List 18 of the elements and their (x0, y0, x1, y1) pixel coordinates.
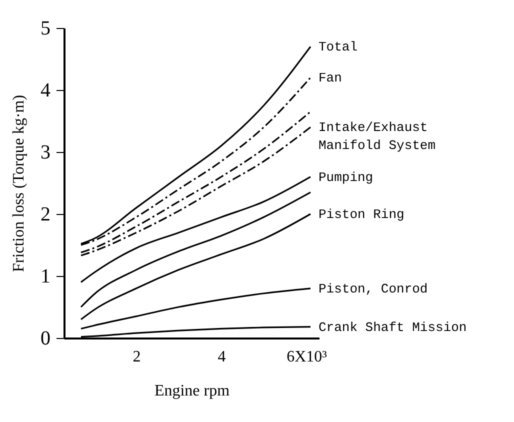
y-tick-label: 0 (40, 328, 50, 350)
x-axis-title: Engine rpm (154, 382, 230, 400)
y-axis-title: Friction loss (Torque kg·m) (10, 94, 28, 272)
series-label: Intake/Exhaust Manifold System (318, 120, 436, 154)
series-label: Total (318, 40, 358, 55)
series-label: Piston, Conrod (318, 281, 428, 296)
series-label: Crank Shaft Mission (318, 320, 467, 335)
y-tick-label: 1 (40, 266, 50, 288)
y-tick-label: 4 (40, 80, 50, 102)
y-tick-label: 3 (40, 142, 50, 164)
series-label: Piston Ring (318, 207, 404, 222)
x-tick-label: 4 (218, 348, 226, 366)
series-label: Pumping (318, 170, 374, 185)
y-tick-label: 2 (40, 204, 50, 226)
y-tick-label: 5 (40, 18, 50, 40)
x-tick-label: 2 (132, 348, 141, 366)
x-tick-label: 6X10³ (286, 348, 328, 366)
series-label: Fan (318, 70, 342, 86)
